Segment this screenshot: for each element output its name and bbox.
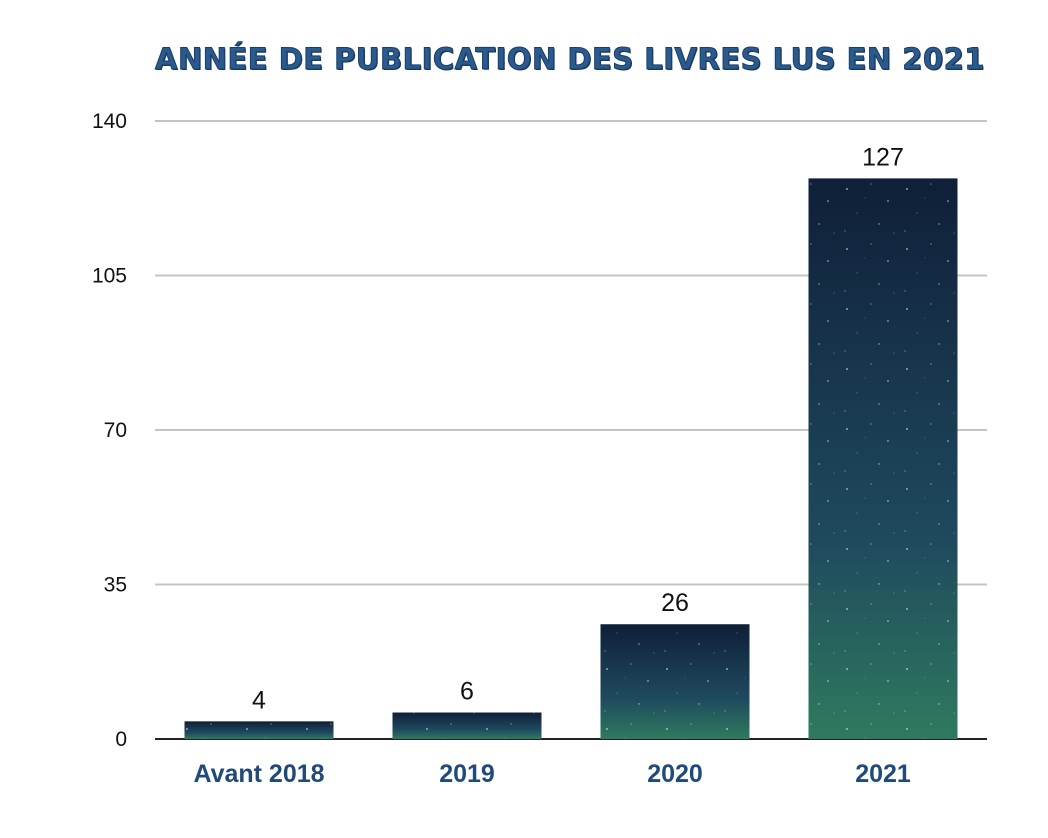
data-label: 26: [661, 589, 689, 617]
y-tick-label: 0: [115, 728, 127, 751]
y-tick-label: 35: [104, 574, 127, 597]
chart-title: ANNÉE DE PUBLICATION DES LIVRES LUS EN 2…: [155, 42, 986, 77]
data-label: 4: [252, 686, 266, 714]
bar-stars: [392, 712, 542, 739]
x-tick-label: 2020: [647, 760, 703, 788]
x-tick-label: 2021: [855, 760, 911, 788]
data-label: 6: [460, 678, 474, 706]
x-tick-label: Avant 2018: [193, 760, 324, 788]
labels: 0 35 70 105 140 4 Avant 2018 6 2019 26 2020 127 2021: [92, 110, 911, 788]
x-tick-label: 2019: [439, 760, 495, 788]
data-label: 127: [862, 143, 904, 171]
y-tick-label: 105: [92, 265, 127, 288]
y-tick-label: 140: [92, 110, 127, 133]
y-tick-label: 70: [104, 419, 127, 442]
bar-stars: [184, 721, 334, 739]
bars: [184, 178, 958, 739]
bar-stars: [600, 624, 750, 739]
bar-stars: [808, 178, 958, 739]
